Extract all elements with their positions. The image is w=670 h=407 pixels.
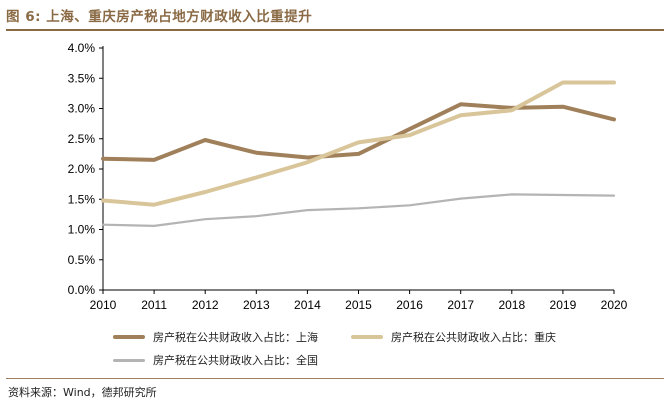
- x-tick-label: 2019: [550, 298, 577, 312]
- y-tick-label: 1.0%: [68, 223, 96, 237]
- chart-axes: 0.0% 0.5% 1.0% 1.5% 2.0% 2.5% 3.0% 3.5% 4.0% 2010…: [68, 41, 628, 312]
- legend-swatch: [351, 335, 383, 339]
- source-note: 资料来源：Wind，德邦研究所: [8, 386, 157, 399]
- y-tick-label: 3.5%: [68, 71, 96, 85]
- x-tick-label: 2015: [345, 298, 372, 312]
- legend-item-shanghai: 房产税在公共财政收入占比：上海: [113, 329, 318, 345]
- figure-title: 图 6: 上海、重庆房产税占地方财政收入比重提升: [6, 5, 312, 25]
- y-tick-label: 3.0%: [68, 102, 96, 116]
- series-line-chongqing: [101, 80, 616, 207]
- figure-title-text: 上海、重庆房产税占地方财政收入比重提升: [46, 9, 313, 25]
- y-tick-label: 1.5%: [68, 192, 96, 206]
- x-tick-label: 2010: [90, 298, 117, 312]
- legend-swatch: [113, 358, 145, 362]
- legend-label: 房产税在公共财政收入占比：上海: [153, 331, 318, 344]
- series-line-national: [101, 193, 616, 227]
- x-tick-label: 2016: [396, 298, 423, 312]
- series-line-shanghai: [101, 102, 616, 162]
- y-tick-label: 4.0%: [68, 41, 96, 55]
- legend-label: 房产税在公共财政收入占比：重庆: [391, 331, 556, 344]
- x-tick-label: 2011: [141, 298, 167, 312]
- legend-label: 房产税在公共财政收入占比：全国: [153, 354, 318, 367]
- y-tick-label: 2.5%: [68, 132, 96, 146]
- x-tick-label: 2018: [498, 298, 525, 312]
- x-tick-label: 2013: [243, 298, 270, 312]
- legend-item-chongqing: 房产税在公共财政收入占比：重庆: [351, 329, 556, 345]
- chart-series: [101, 80, 616, 227]
- legend-swatch: [113, 335, 145, 339]
- title-rule: [6, 29, 664, 31]
- y-tick-label: 2.0%: [68, 162, 96, 176]
- x-tick-label: 2012: [192, 298, 219, 312]
- source-rule: [6, 378, 664, 379]
- legend-item-national: 房产税在公共财政收入占比：全国: [113, 352, 318, 368]
- y-tick-label: 0.0%: [68, 283, 96, 297]
- x-tick-label: 2020: [601, 298, 628, 312]
- y-tick-label: 0.5%: [68, 253, 96, 267]
- x-tick-label: 2014: [294, 298, 321, 312]
- x-tick-label: 2017: [447, 298, 474, 312]
- figure-label: 图 6:: [6, 9, 41, 25]
